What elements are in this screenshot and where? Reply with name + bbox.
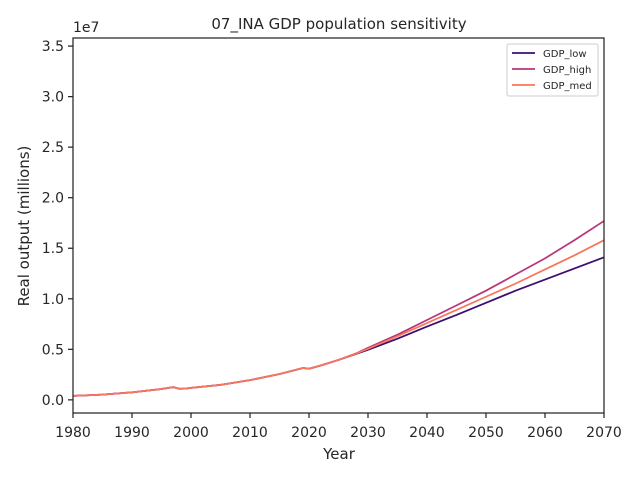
x-tick-label-2020: 2020 — [291, 425, 327, 441]
y-tick-label-2.5: 2.5 — [42, 140, 64, 156]
y-tick-label-1.0: 1.0 — [42, 292, 64, 308]
y-tick-label-3.0: 3.0 — [42, 90, 64, 106]
plot-frame — [72, 37, 605, 414]
y-tick-label-0.0: 0.0 — [42, 393, 64, 409]
y-axis-label: Real output (millions) — [15, 146, 33, 307]
x-tick-label-2070: 2070 — [586, 425, 622, 441]
x-tick-label-1980: 1980 — [55, 425, 91, 441]
y-tick-label-3.5: 3.5 — [42, 39, 64, 55]
x-axis-label: Year — [322, 445, 356, 463]
chart-title: 07_INA GDP population sensitivity — [211, 15, 466, 34]
y-offset-label: 1e7 — [73, 20, 99, 36]
x-tick-label-2010: 2010 — [232, 425, 268, 441]
y-tick-label-1.5: 1.5 — [42, 241, 64, 257]
x-tick-label-2030: 2030 — [350, 425, 386, 441]
x-tick-label-2000: 2000 — [173, 425, 209, 441]
ticks-group: 1980 1990 2000 2010 2020 2030 2040 2050 2060 2070… — [42, 39, 622, 441]
legend-label-GDP_med: GDP_med — [543, 81, 592, 92]
legend-label-GDP_high: GDP_high — [543, 65, 591, 76]
legend-label-GDP_low: GDP_low — [543, 49, 587, 60]
series-line-GDP_med — [72, 239, 605, 397]
y-tick-label-2.0: 2.0 — [42, 191, 64, 207]
legend: GDP_low GDP_high GDP_med — [506, 43, 599, 97]
x-tick-label-2050: 2050 — [468, 425, 504, 441]
x-tick-label-2040: 2040 — [409, 425, 445, 441]
series-lines-group — [72, 220, 605, 397]
x-tick-label-2060: 2060 — [527, 425, 563, 441]
x-tick-label-1990: 1990 — [114, 425, 150, 441]
legend-box — [506, 43, 599, 97]
y-tick-label-0.5: 0.5 — [42, 342, 64, 358]
